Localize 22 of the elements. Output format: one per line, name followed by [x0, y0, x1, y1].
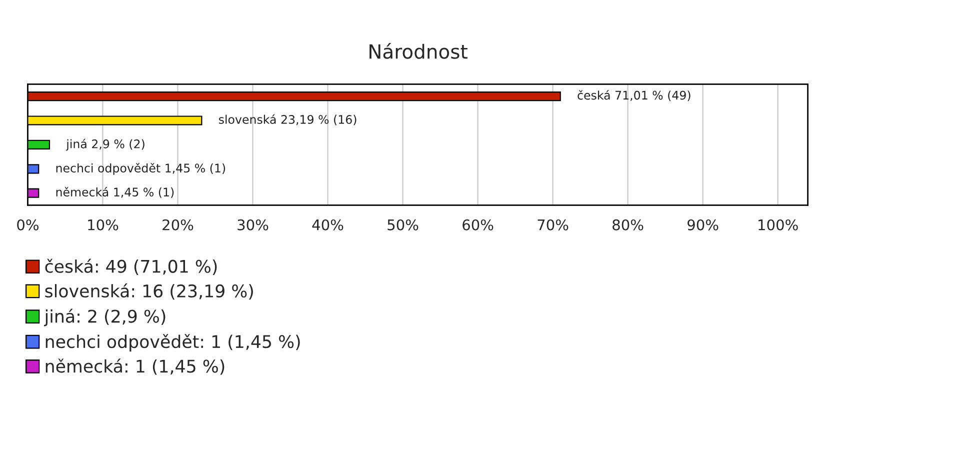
- x-tick-label: 100%: [758, 219, 798, 230]
- chart-title: Národnost: [370, 43, 468, 59]
- data-label: nechci odpovědět 1,45 % (1): [56, 162, 226, 175]
- legend-label: nechci odpovědět: 1 (1,45 %): [46, 334, 300, 352]
- x-tick-label: 60%: [462, 219, 494, 230]
- x-tick-label: 0%: [17, 219, 38, 230]
- x-tick-label: 90%: [688, 219, 718, 230]
- x-tick-label: 70%: [538, 219, 568, 230]
- legend-label: česká: 49 (71,01 %): [45, 258, 217, 275]
- data-label: německá 1,45 % (1): [56, 186, 174, 198]
- x-tick-label: 40%: [312, 219, 344, 230]
- x-tick-label: 20%: [162, 219, 194, 230]
- x-tick-label: 30%: [238, 219, 268, 230]
- legend-label: jiná: 2 (2,9 %): [44, 308, 166, 326]
- legend-label: slovenská: 16 (23,19 %): [45, 283, 253, 300]
- data-label: česká 71,01 % (49): [578, 90, 690, 102]
- x-tick-label: 10%: [88, 219, 118, 230]
- data-label: slovenská 23,19 % (16): [218, 114, 356, 126]
- x-tick-label: 80%: [612, 219, 644, 230]
- legend-label: německá: 1 (1,45 %): [46, 358, 224, 375]
- data-label: jiná 2,9 % (2): [66, 138, 144, 151]
- x-tick-label: 50%: [388, 219, 418, 230]
